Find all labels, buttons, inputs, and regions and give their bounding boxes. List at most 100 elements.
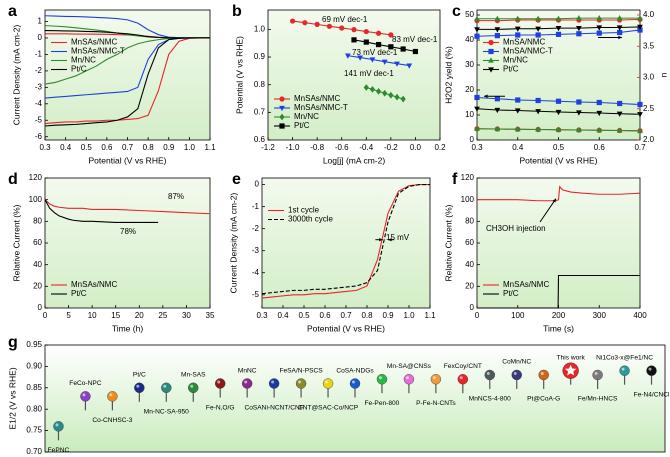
x-tick-label: 0.7 — [122, 143, 134, 152]
marker — [616, 127, 623, 133]
y2-tick-label: 3.5 — [643, 41, 655, 50]
x-tick-label: 1.0 — [184, 143, 196, 152]
marker — [535, 97, 541, 104]
y-tick-label: 10 — [465, 110, 474, 119]
legend-label: Pt/C — [503, 289, 519, 298]
x-tick-label: 1.1 — [204, 143, 216, 152]
legend-marker — [279, 113, 285, 121]
point-label: FePNC — [48, 447, 70, 454]
marker — [596, 15, 603, 21]
panel-label: g — [8, 334, 18, 351]
highlight — [136, 384, 140, 388]
point-label: P-Fe-N-CNTs — [416, 400, 456, 407]
y-tick-label: 1.0 — [254, 24, 266, 33]
line — [44, 199, 211, 215]
point — [241, 378, 253, 389]
x-tick-label: 20 — [135, 311, 144, 320]
y-tick-label: 1 — [38, 17, 43, 26]
y-tick-label: -1 — [35, 50, 43, 59]
highlight — [621, 367, 625, 371]
y-tick-label: -4 — [252, 268, 260, 277]
y-tick-label: 0.90 — [26, 362, 42, 371]
x-tick-label: 5 — [66, 311, 71, 320]
marker — [616, 111, 623, 117]
legend-marker — [488, 39, 494, 46]
legend-marker — [279, 123, 285, 129]
y-axis-label: H2O2 yield (%) — [443, 46, 453, 104]
x-tick-label: 0.5 — [553, 143, 565, 152]
marker — [326, 23, 333, 29]
point-label: Co-CNHSC-3 — [92, 417, 132, 424]
y-tick-label: -5 — [35, 115, 43, 124]
marker — [369, 57, 376, 63]
line — [44, 37, 210, 125]
marker — [314, 21, 320, 27]
x-axis-label: Potential (V vs RHE) — [520, 155, 598, 165]
highlight — [109, 393, 113, 397]
point-label: Mn-SA@CNSs — [387, 363, 432, 370]
point-label: MnNCS-4-800 — [469, 396, 511, 403]
x-tick-label: 200 — [552, 311, 566, 320]
marker — [637, 127, 643, 134]
y-tick-label: -3 — [35, 82, 43, 91]
point — [403, 374, 415, 385]
y-tick-label: 0 — [255, 180, 260, 189]
marker — [535, 26, 541, 32]
y-axis-label: Relative Current (%) — [11, 204, 21, 281]
marker — [400, 46, 406, 52]
highlight — [298, 380, 302, 384]
highlight — [378, 376, 382, 380]
highlight — [405, 376, 409, 380]
legend-label: MnSAs/NMC — [71, 38, 117, 47]
y-tick-label: 20 — [33, 281, 42, 290]
marker — [388, 91, 394, 99]
legend-label: Mn/NC — [503, 56, 528, 65]
y-tick-label: 0.6 — [254, 135, 266, 144]
highlight — [244, 380, 248, 384]
y-tick-label: -1 — [252, 202, 260, 211]
marker — [388, 44, 394, 50]
marker — [394, 93, 400, 101]
legend-label: Mn/NC — [71, 56, 96, 65]
point — [215, 378, 226, 389]
y-axis-label: E1/2 (V vs RHE) — [7, 367, 17, 430]
x-tick-label: 0.3 — [39, 143, 51, 152]
legend-marker — [488, 57, 494, 63]
point — [457, 374, 469, 385]
arrow-head — [552, 198, 556, 203]
marker — [494, 125, 501, 132]
highlight — [325, 380, 329, 384]
marker — [388, 32, 394, 38]
marker — [339, 25, 345, 31]
point — [430, 374, 442, 385]
point-label: Fe-Pen-800 — [365, 400, 400, 407]
legend-label: Pt/C — [71, 65, 87, 74]
plot-area — [476, 9, 641, 141]
y-tick-label: 80 — [33, 216, 42, 225]
point-label: CoSA-NDGs — [336, 367, 374, 374]
y-tick-label: 120 — [29, 173, 43, 182]
marker — [555, 31, 562, 37]
marker — [345, 53, 351, 59]
marker — [637, 15, 643, 21]
legend-marker — [279, 96, 285, 102]
marker — [576, 126, 582, 133]
legend-label: MnSA/NMC — [503, 38, 545, 47]
y-tick-label: 0.80 — [26, 404, 42, 413]
point-label: Mn-NC-SA-950 — [144, 409, 189, 416]
y-tick-label: 60 — [33, 238, 42, 247]
x-tick-label: -0.2 — [384, 143, 398, 152]
point — [107, 391, 118, 402]
marker — [637, 101, 643, 108]
x-tick-label: 0.7 — [634, 143, 646, 152]
x-tick-label: 0.3 — [256, 311, 268, 320]
y-tick-label: 0.95 — [26, 340, 42, 349]
marker — [394, 61, 400, 67]
x-tick-label: 0.8 — [143, 143, 155, 152]
legend-label: Mn/NC — [294, 112, 319, 121]
x-tick-label: -0.4 — [359, 143, 373, 152]
y-tick-label: 30 — [465, 60, 474, 69]
legend-label: MnSAs/NMC-T — [71, 47, 125, 56]
x-tick-label: 0.9 — [382, 311, 394, 320]
